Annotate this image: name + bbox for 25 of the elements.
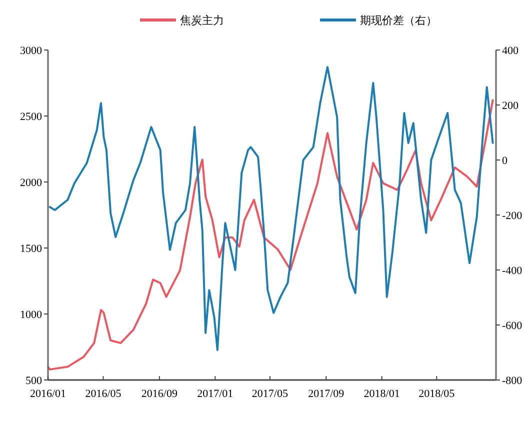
y2-tick-label: 0 xyxy=(502,155,508,167)
y2-tick-label: 400 xyxy=(502,45,519,57)
legend-label: 焦炭主力 xyxy=(180,14,224,27)
y2-tick-label: -400 xyxy=(502,265,523,277)
x-tick-label: 2016/09 xyxy=(141,388,178,400)
line-series xyxy=(47,99,494,370)
y-tick-label: 2500 xyxy=(20,111,42,123)
x-tick-label: 2017/01 xyxy=(197,388,234,400)
x-tick-label: 2017/09 xyxy=(308,388,345,400)
x-tick-label: 2016/01 xyxy=(30,388,66,400)
y2-tick-label: -600 xyxy=(502,320,523,332)
y-tick-label: 1500 xyxy=(20,243,42,255)
x-tick-label: 2017/05 xyxy=(252,388,288,400)
x-tick-label: 2016/05 xyxy=(85,388,122,400)
y2-tick-label: -200 xyxy=(502,210,523,222)
x-tick-label: 2018/01 xyxy=(364,388,400,400)
y2-tick-label: 200 xyxy=(502,100,519,112)
y-tick-label: 2000 xyxy=(20,177,42,189)
y-tick-label: 1000 xyxy=(20,309,42,321)
y2-tick-label: -800 xyxy=(502,375,523,387)
line-series xyxy=(48,66,494,352)
x-tick-label: 2018/05 xyxy=(418,388,456,400)
y-tick-label: 500 xyxy=(26,375,42,387)
y-tick-label: 3000 xyxy=(20,45,42,57)
legend-label: 期现价差（右） xyxy=(360,15,437,27)
